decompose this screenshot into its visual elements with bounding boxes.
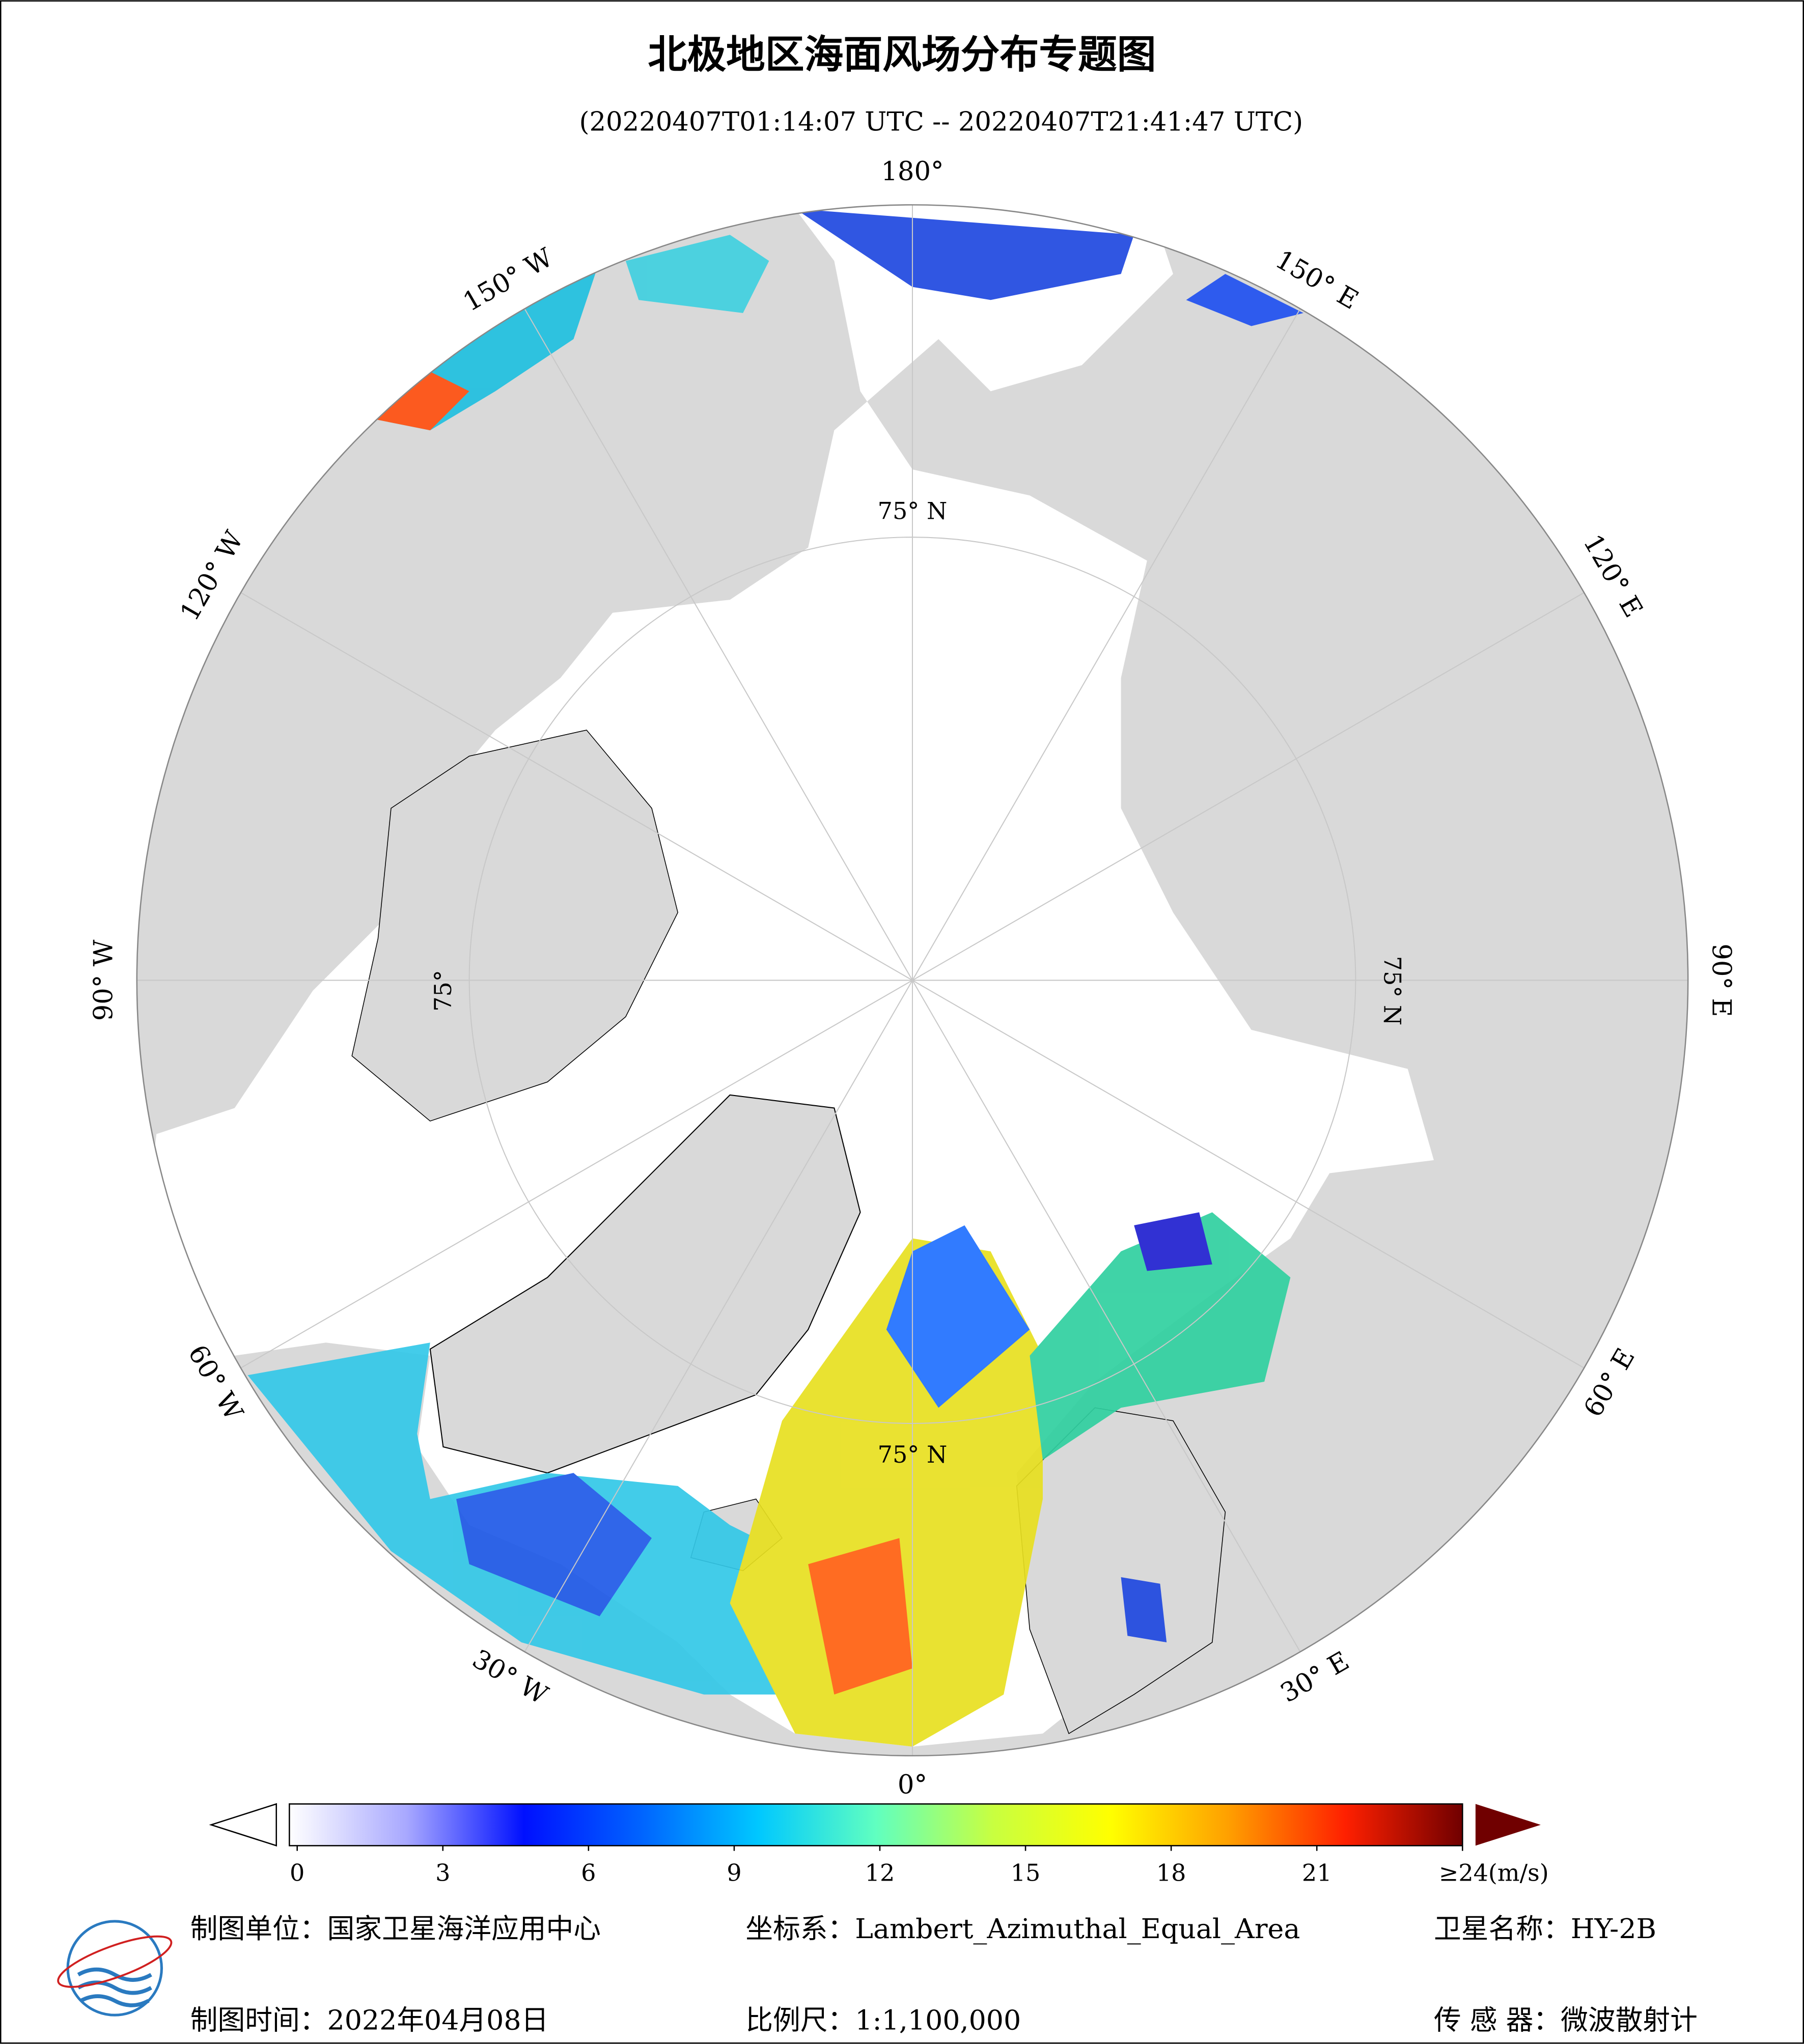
longitude-label: 0° [898, 1770, 927, 1800]
footer-scale: 比例尺：1:1,100,000 [745, 2004, 1021, 2036]
meridian [912, 979, 1585, 1369]
logo-waves [77, 1967, 152, 2007]
greenland [429, 1094, 861, 1474]
wind-swath [1030, 1212, 1291, 1460]
meridian [240, 979, 913, 1369]
colorbar-under [209, 1803, 277, 1847]
map-disk [136, 205, 1688, 1756]
footer-satellite: 卫星名称：HY-2B [1434, 1913, 1656, 1945]
meridian [524, 308, 913, 981]
colorbar-tick-label: 21 [1302, 1859, 1332, 1887]
wind-swath [1121, 1577, 1167, 1643]
colorbar: 0 3 6 9 12 15 18 21 ≥24(m/s) [209, 1803, 1549, 1887]
map-border [136, 204, 1689, 1757]
wind-swath [625, 235, 769, 313]
meridian [912, 308, 1301, 981]
longitude-label: 90° E [1706, 943, 1737, 1017]
title: 北极地区海面风场分布专题图 [648, 33, 1156, 78]
colorbar-tick-label: 6 [581, 1859, 596, 1887]
colorbar-tick-label: 0 [290, 1859, 304, 1887]
latitude-label: 75° N [1379, 956, 1406, 1026]
wind-swath [456, 1473, 652, 1616]
wind-swath [886, 1225, 1030, 1408]
colorbar-tick-label: 9 [727, 1859, 741, 1887]
footer-crs: 坐标系：Lambert_Azimuthal_Equal_Area [745, 1913, 1300, 1945]
colorbar-bar [289, 1803, 1463, 1846]
colorbar-tick-label: 18 [1156, 1859, 1186, 1887]
subtitle: (20220407T01:14:07 UTC -- 20220407T21:41… [579, 106, 1303, 137]
colorbar-tick-label: 3 [435, 1859, 450, 1887]
latitude-label: 75° N [878, 1441, 948, 1468]
arctic-archipelago [351, 730, 678, 1122]
meridian [912, 980, 1301, 1653]
footer-sensor: 传 感 器：微波散射计 [1434, 2004, 1698, 2036]
longitude-label: 180° [881, 156, 943, 187]
colorbar-tick-label: 15 [1011, 1859, 1041, 1887]
scandinavia [1016, 1407, 1226, 1734]
latitude-label: 75° N [878, 497, 948, 524]
wind-swath [795, 209, 1134, 300]
colorbar-tick-label: 12 [865, 1859, 895, 1887]
colorbar-over [1475, 1804, 1541, 1846]
longitude-label: 90° W [88, 939, 119, 1021]
wind-swath [1134, 1212, 1212, 1271]
graticule [136, 205, 1688, 1756]
logo [57, 1920, 173, 2017]
wind-swath [365, 365, 469, 431]
footer-date: 制图时间：2022年04月08日 [190, 2004, 549, 2036]
meridian [912, 592, 1585, 981]
meridian [524, 980, 913, 1653]
wind-swath [1186, 274, 1303, 326]
logo-orbit [57, 1935, 173, 1988]
latitude-label: 75° [429, 970, 457, 1012]
footer-unit: 制图单位：国家卫星海洋应用中心 [190, 1913, 601, 1945]
meridian [240, 592, 913, 981]
wind-swath [808, 1538, 912, 1695]
wind-field [247, 209, 1303, 1747]
colorbar-tick-label: ≥24(m/s) [1439, 1859, 1549, 1887]
